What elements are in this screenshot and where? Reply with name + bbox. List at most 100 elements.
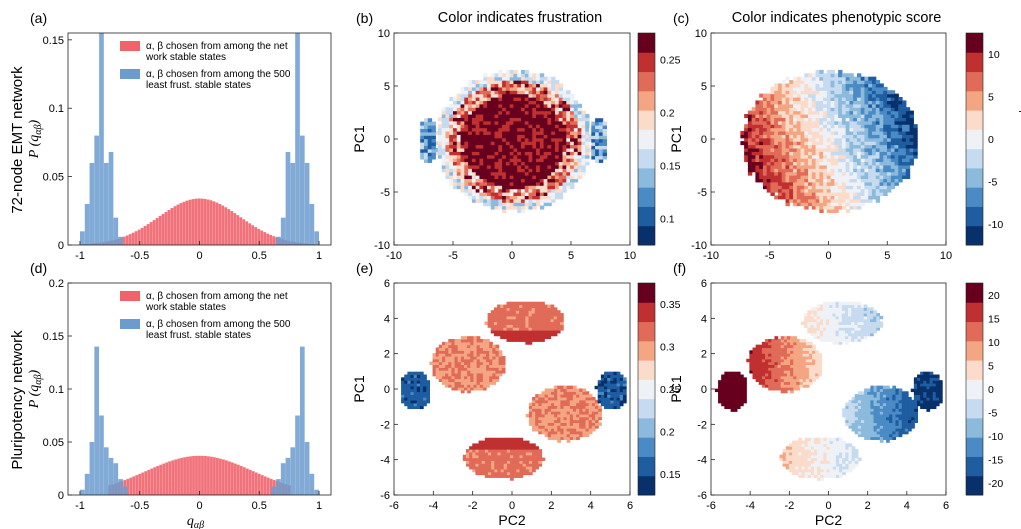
data-point <box>490 181 496 186</box>
data-point <box>566 402 571 407</box>
data-point <box>853 192 858 196</box>
data-point <box>503 335 508 340</box>
data-point <box>451 378 456 383</box>
data-point <box>513 460 517 464</box>
data-point <box>451 350 456 354</box>
data-point <box>528 127 533 132</box>
data-point <box>489 350 493 354</box>
data-point <box>595 152 600 157</box>
data-point <box>759 175 764 180</box>
data-point <box>467 367 471 371</box>
bar-red <box>173 206 177 245</box>
data-point <box>456 168 462 173</box>
data-point <box>524 107 530 112</box>
data-point <box>494 202 499 207</box>
data-point <box>853 90 858 95</box>
data-point <box>505 110 511 115</box>
data-point <box>619 374 624 378</box>
data-point <box>585 411 590 415</box>
data-point <box>503 454 508 459</box>
data-point <box>515 315 520 320</box>
data-point <box>473 381 478 385</box>
data-point <box>875 175 881 180</box>
data-point <box>528 315 533 320</box>
data-point <box>473 372 478 377</box>
data-point <box>506 449 511 453</box>
data-point <box>497 446 502 450</box>
data-point <box>547 93 552 98</box>
data-point <box>401 391 405 395</box>
data-point <box>819 113 824 118</box>
data-point <box>536 161 541 166</box>
data-point <box>498 107 503 112</box>
data-point <box>813 307 818 311</box>
data-point <box>467 372 471 377</box>
data-point <box>531 318 536 323</box>
data-point <box>819 127 824 132</box>
data-point <box>598 125 604 129</box>
data-point <box>505 158 511 163</box>
data-point <box>823 107 828 112</box>
data-point <box>800 110 805 115</box>
data-point <box>841 127 847 132</box>
data-point <box>471 144 477 149</box>
data-point <box>522 324 526 328</box>
data-point <box>538 460 543 464</box>
data-point <box>544 329 548 334</box>
data-point <box>766 100 772 105</box>
data-point <box>532 419 536 423</box>
data-point <box>423 380 427 384</box>
data-point <box>845 208 851 213</box>
data-point <box>475 460 480 464</box>
data-point <box>464 144 469 149</box>
data-point <box>796 147 802 152</box>
data-point <box>486 370 490 374</box>
data-point <box>470 367 475 371</box>
data-point <box>558 181 564 186</box>
data-point <box>823 120 828 125</box>
data-point <box>864 90 869 95</box>
panel-label: (b) <box>356 10 373 26</box>
data-point <box>558 120 564 125</box>
data-point <box>826 175 832 180</box>
data-point <box>845 185 851 190</box>
data-point <box>598 408 602 412</box>
data-point <box>808 185 813 190</box>
data-point <box>509 315 514 320</box>
data-point <box>460 147 465 152</box>
data-point <box>868 151 873 156</box>
data-point <box>547 399 552 404</box>
data-point <box>751 158 757 163</box>
data-point <box>789 185 794 190</box>
data-point <box>777 181 783 186</box>
data-point <box>544 307 548 311</box>
data-point <box>505 168 511 173</box>
data-point <box>856 137 862 142</box>
data-point <box>819 97 824 102</box>
data-point <box>465 451 470 456</box>
data-point <box>558 178 564 183</box>
data-point <box>864 113 869 118</box>
data-point <box>591 413 596 418</box>
data-point <box>830 73 835 78</box>
data-point <box>441 381 446 385</box>
data-point <box>476 364 481 368</box>
data-point <box>868 130 873 135</box>
data-point <box>913 141 918 146</box>
data-point <box>513 110 518 115</box>
data-point <box>471 100 477 105</box>
data-point <box>849 141 854 146</box>
data-point <box>486 151 492 156</box>
data-point <box>438 364 443 368</box>
data-point <box>557 396 561 401</box>
data-point <box>557 391 561 395</box>
data-point <box>613 402 618 407</box>
data-point <box>576 425 580 429</box>
data-point <box>536 127 541 132</box>
data-point <box>479 117 484 122</box>
data-point <box>553 327 558 331</box>
data-point <box>800 103 805 108</box>
data-point <box>479 137 484 142</box>
data-point <box>544 419 549 423</box>
data-point <box>506 329 511 334</box>
